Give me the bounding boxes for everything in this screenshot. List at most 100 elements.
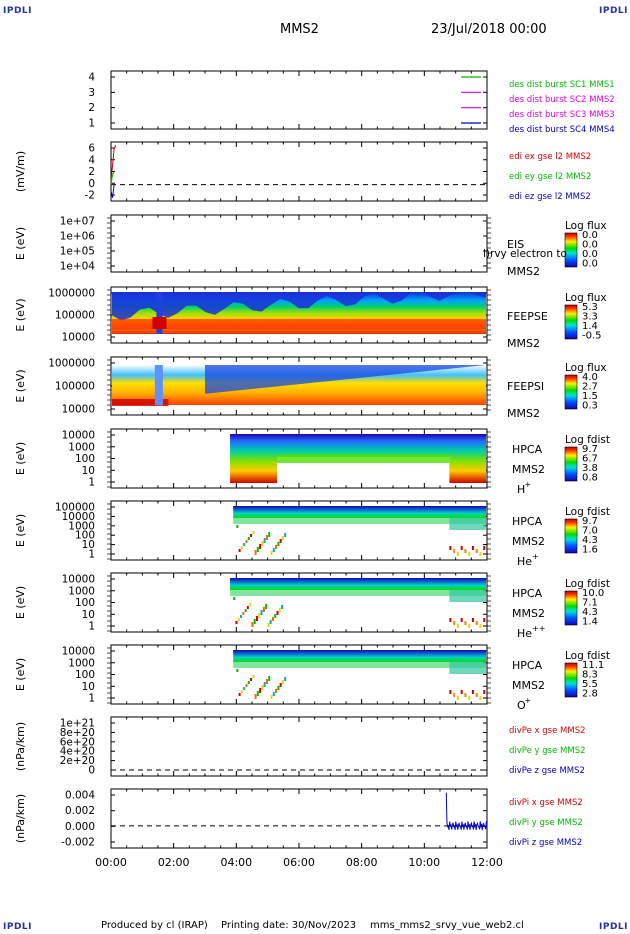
- spectrogram-speckle: [235, 621, 238, 624]
- legend-entry: des dist burst SC3 MMS3: [509, 110, 615, 120]
- y-axis-label: E (eV): [14, 369, 27, 402]
- y-axis-label: E (eV): [14, 514, 27, 547]
- spectrogram-speckle: [460, 546, 463, 550]
- colorbar-tick-label: 3.8: [582, 463, 598, 474]
- colorbar-tick-label: 1.5: [582, 391, 598, 402]
- spectrogram-speckle: [456, 624, 459, 628]
- spectrogram-speckle: [245, 540, 248, 543]
- spectrogram-speckle: [265, 535, 268, 540]
- spectrogram-speckle: [249, 603, 252, 606]
- y-tick-label: 1000000: [48, 358, 95, 370]
- spectrogram-speckle: [247, 537, 250, 540]
- colorbar-tick-label: 4.3: [582, 607, 598, 618]
- colorbar-tick-label: 2.7: [582, 382, 598, 393]
- y-tick-label: 1e+06: [60, 231, 96, 243]
- legend-entry: divPe z gse MMS2: [509, 766, 585, 776]
- spectrogram-speckle: [284, 677, 287, 681]
- legend-entry: edi ex gse l2 MMS2: [509, 152, 591, 162]
- colorbar-tick-label: 5.3: [582, 302, 598, 313]
- y-tick-label: 2: [88, 166, 95, 178]
- y-tick-label: 100000: [55, 310, 95, 322]
- colorbar: [564, 590, 578, 626]
- spectrogram-speckle: [256, 691, 259, 696]
- footer-print-date: Printing date: 30/Nov/2023: [221, 920, 357, 931]
- spectrogram-fill: [230, 578, 486, 590]
- spectrogram-band: [449, 518, 486, 530]
- data-gap: [156, 292, 163, 334]
- spectrogram-speckle: [240, 546, 243, 549]
- spectrogram-speckle: [270, 695, 273, 699]
- instrument-label: FEEPSE: [507, 310, 548, 323]
- hpca-spectrogram: [233, 650, 486, 700]
- y-tick-label: 2e+20: [60, 755, 95, 767]
- spectrogram-speckle: [277, 542, 280, 546]
- colorbar-tick-label: -0.5: [582, 331, 602, 342]
- y-tick-label: 10: [82, 465, 95, 477]
- spacecraft-label: MMS2: [512, 463, 545, 476]
- spectrogram-speckle: [281, 680, 284, 684]
- colorbar-tick-label: 2.8: [582, 689, 598, 700]
- y-tick-label: 6: [88, 143, 95, 155]
- colorbar-tick-label: 5.5: [582, 679, 598, 690]
- y-tick-label: 10: [82, 681, 95, 693]
- spectrogram-speckle: [471, 618, 474, 622]
- spectrogram-speckle: [254, 694, 257, 699]
- spectrogram-speckle: [471, 690, 474, 694]
- spectrogram-speckle: [453, 693, 456, 697]
- spectrogram-speckle: [460, 618, 463, 622]
- spectrogram-fill: [233, 506, 486, 518]
- spacecraft-label: MMS2: [512, 535, 545, 548]
- spectrogram-speckle: [483, 546, 486, 550]
- spectrogram-speckle: [464, 549, 467, 553]
- spectrogram-speckle: [277, 686, 280, 690]
- spectrogram-speckle: [449, 690, 452, 694]
- colorbar: [564, 446, 578, 482]
- legend-entry: divPi x gse MMS2: [509, 798, 583, 808]
- charge-label: +: [525, 696, 532, 705]
- y-axis-label: (nPa/km): [14, 794, 27, 843]
- spectrogram-speckle: [475, 549, 478, 553]
- colorbar-tick-label: 7.1: [582, 598, 598, 609]
- spectrogram-speckle: [261, 541, 264, 546]
- y-tick-label: 4e+20: [60, 746, 95, 758]
- colorbar-title: Log flux: [565, 362, 607, 374]
- y-tick-label: 100000: [55, 502, 95, 514]
- y-tick-label: 8e+20: [60, 727, 95, 739]
- instrument-label: HPCA: [512, 659, 543, 672]
- species-label: H: [517, 483, 525, 496]
- spacecraft-label: MMS2: [507, 265, 540, 278]
- series-line: [110, 171, 115, 185]
- colorbar-title: Log flux: [565, 220, 607, 232]
- y-tick-label: 10: [82, 539, 95, 551]
- y-tick-label: 10000: [62, 404, 95, 416]
- spectrogram-speckle: [255, 616, 258, 621]
- spectrogram-speckle: [269, 620, 272, 624]
- spectrogram-speckle: [281, 605, 284, 609]
- legend-entry: divPe y gse MMS2: [509, 746, 586, 756]
- hpca-spectrogram: [230, 434, 486, 483]
- spectrogram-speckle: [453, 549, 456, 553]
- spectrogram-speckle: [247, 681, 250, 684]
- plot-datetime: 23/Jul/2018 00:00: [431, 22, 547, 37]
- y-tick-label: 1: [88, 693, 95, 705]
- spectrogram-speckle: [449, 546, 452, 550]
- spectrogram-speckle: [258, 613, 261, 618]
- spectrogram-speckle: [252, 675, 255, 678]
- spectrogram-speckle: [261, 685, 264, 690]
- colorbar-tick-label: 1.4: [582, 321, 598, 332]
- spacecraft-label: MMS2: [507, 407, 540, 420]
- spectrogram-speckle: [238, 693, 241, 696]
- spectrogram-speckle: [245, 684, 248, 687]
- overlay-label: l)rvy electron to: [483, 248, 567, 260]
- x-tick-label: 02:00: [158, 856, 190, 869]
- spectrogram-speckle: [468, 624, 471, 628]
- spectrogram-speckle: [265, 604, 268, 609]
- charge-label: ++: [532, 624, 545, 633]
- plot-title: MMS2: [280, 22, 319, 37]
- hpca-spectrogram: [230, 578, 486, 628]
- corner-mark-top-right: IPDLI: [599, 6, 628, 16]
- series-line: [110, 184, 115, 198]
- series-line: [110, 145, 117, 182]
- panel-frame: [110, 214, 488, 273]
